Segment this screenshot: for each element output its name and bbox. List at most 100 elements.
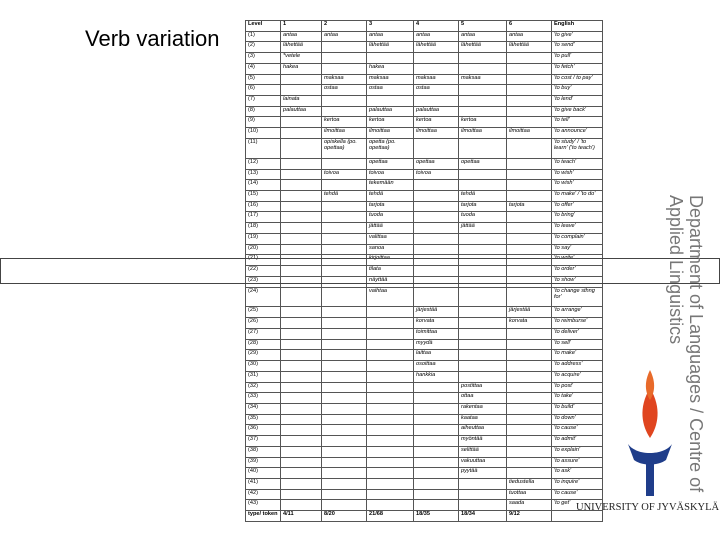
table-cell: [280, 317, 322, 329]
table-cell: 'to say': [551, 243, 603, 256]
table-cell: [506, 222, 552, 234]
table-cell: rakentaa: [458, 402, 507, 415]
table-cell: 'to sell': [551, 338, 603, 351]
table-cell: (1): [245, 30, 281, 43]
table-cell: toivoa: [366, 168, 414, 181]
table-cell: [280, 477, 322, 490]
table-cell: tarjota: [506, 200, 552, 213]
table-cell: [506, 445, 552, 458]
table-cell: 'to cause': [551, 488, 603, 501]
table-cell: [413, 499, 459, 512]
table-cell: [280, 349, 322, 362]
table-cell: [506, 286, 552, 308]
table-cell: [413, 402, 459, 415]
table-cell: [506, 105, 552, 118]
table-cell: ilmoittaa: [506, 127, 552, 139]
table-cell: [321, 392, 367, 404]
table-cell: [366, 381, 414, 394]
table-cell: [413, 222, 459, 234]
table-cell: korvata: [413, 317, 459, 329]
table-cell: (14): [245, 179, 281, 192]
table-cell: hankkia: [413, 370, 459, 383]
table-cell: palauttaa: [366, 105, 414, 118]
table-cell: [413, 445, 459, 458]
table-cell: [366, 306, 414, 319]
table-cell: [366, 349, 414, 362]
table-cell: [458, 179, 507, 192]
table-cell: (13): [245, 168, 281, 181]
table-cell: 'to acquire': [551, 370, 603, 383]
column-header: 5: [458, 20, 507, 32]
table-row: (27) toimittaa 'to deliver': [245, 327, 603, 340]
table-cell: [321, 499, 367, 512]
table-row: (38) selittää 'to explain': [245, 445, 603, 458]
table-cell: [280, 157, 322, 170]
table-row: (19) valittaa 'to complain': [245, 232, 603, 245]
table-cell: laittaa: [413, 349, 459, 362]
table-cell: toivoa: [321, 168, 367, 181]
table-row: (32) postittaa 'to post': [245, 381, 603, 394]
table-cell: [413, 424, 459, 437]
table-cell: [321, 232, 367, 245]
table-row: (29) laittaa 'to make': [245, 349, 603, 362]
table-cell: [366, 424, 414, 437]
table-row: (15) tehdä tehdä tehdä'to make' / 'to do': [245, 190, 603, 202]
table-cell: 'to change sthng for': [551, 286, 603, 308]
table-cell: [506, 392, 552, 404]
table-cell: lähettää: [366, 41, 414, 54]
table-cell: 'to deliver': [551, 327, 603, 340]
table-cell: [458, 243, 507, 256]
table-cell: [458, 370, 507, 383]
table-cell: antaa: [413, 30, 459, 43]
table-cell: (6): [245, 84, 281, 97]
table-cell: 'to post': [551, 381, 603, 394]
table-cell: [366, 338, 414, 351]
table-cell: [413, 488, 459, 501]
table-row: (2) lähettää lähettää lähettää lähettää lähet…: [245, 41, 603, 54]
table-cell: [321, 243, 367, 256]
table-cell: [366, 477, 414, 490]
table-cell: tehdä: [366, 190, 414, 202]
table-cell: [280, 73, 322, 86]
table-cell: antaa: [366, 30, 414, 43]
table-cell: [366, 392, 414, 404]
table-cell: 'to pull': [551, 52, 603, 64]
table-cell: [413, 211, 459, 224]
table-cell: [280, 116, 322, 129]
table-cell: [366, 402, 414, 415]
table-cell: 'to arrange': [551, 306, 603, 319]
table-cell: [458, 52, 507, 64]
table-cell: [458, 338, 507, 351]
table-cell: [458, 317, 507, 329]
table-cell: 4/11: [280, 510, 322, 522]
table-cell: hakea: [366, 62, 414, 75]
table-cell: (25): [245, 306, 281, 319]
table-cell: (10): [245, 127, 281, 139]
table-row: (3) *vetele 'to pull': [245, 52, 603, 64]
table-cell: (38): [245, 445, 281, 458]
table-cell: [366, 467, 414, 479]
table-row: (42) tuottaa'to cause': [245, 488, 603, 501]
table-cell: (42): [245, 488, 281, 501]
table-cell: [458, 360, 507, 372]
table-cell: [280, 200, 322, 213]
table-cell: (34): [245, 402, 281, 415]
table-cell: 'to wish': [551, 168, 603, 181]
table-cell: (27): [245, 327, 281, 340]
table-row: (25) järjestää järjestää'to arrange': [245, 306, 603, 319]
table-cell: [366, 445, 414, 458]
table-cell: (12): [245, 157, 281, 170]
table-cell: kertoa: [321, 116, 367, 129]
table-cell: [506, 211, 552, 224]
table-cell: tuottaa: [506, 488, 552, 501]
table-cell: (9): [245, 116, 281, 129]
table-cell: 18/34: [458, 510, 507, 522]
table-cell: (32): [245, 381, 281, 394]
table-cell: 'to study' / 'to learn' ('to teach'): [551, 137, 603, 159]
table-cell: myydä: [413, 338, 459, 351]
table-cell: [506, 243, 552, 256]
table-cell: [506, 370, 552, 383]
table-row: (35) kaataa 'to down': [245, 413, 603, 426]
table-cell: opiskella (po. opettaa): [321, 137, 367, 159]
